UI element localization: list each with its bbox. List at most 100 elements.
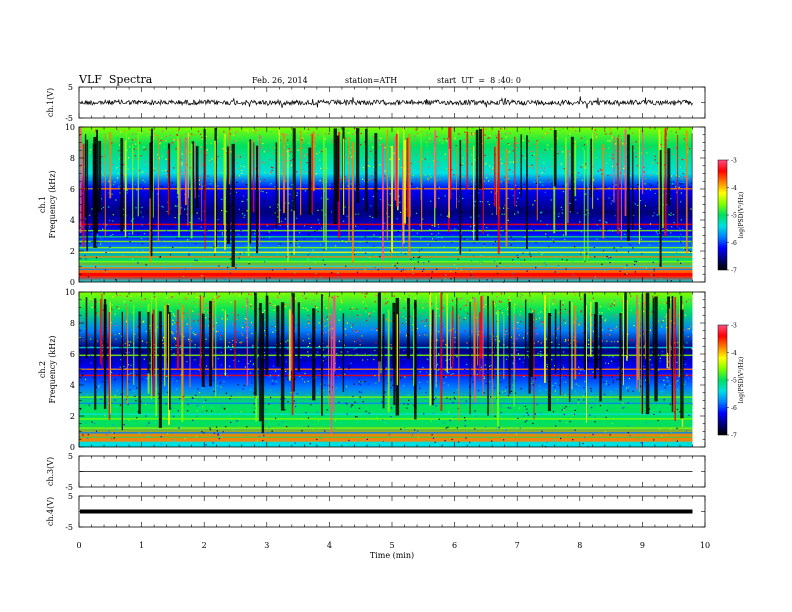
spec-speckle xyxy=(562,151,564,153)
spec-speckle xyxy=(493,335,495,337)
spec-speckle xyxy=(101,278,103,281)
spec-speckle xyxy=(264,214,266,216)
spec-speckle xyxy=(495,172,497,174)
spec-speckle xyxy=(332,141,334,143)
spec-speckle xyxy=(224,279,226,281)
spec-speckle xyxy=(483,180,485,182)
spec-speckle xyxy=(479,201,481,203)
spec-speckle xyxy=(313,292,316,294)
spec-speckle xyxy=(606,334,608,336)
spec-speckle xyxy=(399,234,401,236)
spec-speckle xyxy=(135,158,137,160)
spec-speckle xyxy=(455,144,457,147)
spec-speckle xyxy=(304,381,306,383)
spec-speckle xyxy=(605,229,608,231)
spec-speckle xyxy=(356,416,358,418)
spec-speckle xyxy=(168,292,170,295)
spec-speckle xyxy=(96,312,98,314)
spec-speckle xyxy=(512,150,514,152)
spec-speckle xyxy=(470,375,472,377)
spec-speckle xyxy=(349,366,351,368)
spec-speckle xyxy=(206,366,208,368)
spec-speckle xyxy=(600,169,603,171)
spec-speckle xyxy=(504,390,506,392)
spec-speckle xyxy=(356,314,359,316)
spec-speckle xyxy=(191,397,193,399)
spec-speckle xyxy=(243,216,245,218)
spec-speckle xyxy=(122,208,124,210)
spec-speckle xyxy=(605,383,607,385)
spec-speckle xyxy=(179,437,181,439)
spec-streak xyxy=(195,146,199,209)
spec-speckle xyxy=(176,131,178,133)
spec-speckle xyxy=(548,245,550,248)
spec-speckle xyxy=(175,338,177,340)
spec-speckle xyxy=(655,231,657,233)
spec-speckle xyxy=(362,359,364,361)
spec-speckle xyxy=(685,301,688,303)
spec-streak xyxy=(452,306,454,368)
spec-speckle xyxy=(504,269,506,271)
spec-streak xyxy=(125,129,127,191)
spec-speckle xyxy=(660,143,662,146)
spec-speckle xyxy=(335,226,337,228)
spec-speckle xyxy=(205,358,207,360)
spec-speckle xyxy=(286,134,288,136)
spec-speckle xyxy=(605,362,607,364)
spec-speckle xyxy=(679,411,681,413)
spec-speckle xyxy=(542,322,544,324)
spec-speckle xyxy=(381,300,383,302)
spec-speckle xyxy=(247,326,249,329)
spec-speckle xyxy=(510,244,512,246)
spec-speckle xyxy=(166,297,168,299)
spec-speckle xyxy=(274,249,276,251)
spec-speckle xyxy=(362,401,364,403)
spec-blank xyxy=(692,292,705,447)
spec-speckle xyxy=(645,188,647,190)
spec-speckle xyxy=(493,357,495,359)
spec-speckle xyxy=(644,298,646,300)
spec-speckle xyxy=(117,154,119,156)
spec-speckle xyxy=(172,377,174,379)
spec-speckle xyxy=(438,353,440,355)
spec-speckle xyxy=(651,222,653,224)
spec-speckle xyxy=(512,259,514,261)
spec-speckle xyxy=(591,350,593,352)
spec-speckle xyxy=(528,166,531,168)
spec-streak xyxy=(421,147,423,232)
spec-speckle xyxy=(453,266,455,268)
spec-speckle xyxy=(452,300,454,302)
colorbar-label-1: log(PSD(V²/Hz) xyxy=(738,192,745,239)
spec-streak xyxy=(386,129,389,240)
spec-speckle xyxy=(364,141,366,143)
spec-speckle xyxy=(271,348,273,350)
spec-speckle xyxy=(162,139,164,142)
spec-speckle xyxy=(172,331,174,333)
spec-speckle xyxy=(324,320,326,322)
spec-speckle xyxy=(409,315,411,318)
spec-speckle xyxy=(420,237,422,239)
spec-speckle xyxy=(680,148,682,150)
spec-speckle xyxy=(89,214,91,216)
spec-speckle xyxy=(527,194,529,196)
spec-speckle xyxy=(507,407,509,409)
spec-speckle xyxy=(161,155,164,157)
spec-speckle xyxy=(331,272,333,274)
spec-speckle xyxy=(606,222,608,224)
spec-speckle xyxy=(346,403,348,405)
spec-speckle xyxy=(201,431,203,433)
spec-speckle xyxy=(106,135,108,137)
spec-speckle xyxy=(179,345,182,347)
spec-speckle xyxy=(551,148,553,150)
spec-speckle xyxy=(557,153,559,155)
spec-speckle xyxy=(450,367,452,369)
spec-speckle xyxy=(622,301,624,303)
spec-speckle xyxy=(500,181,502,183)
spec-speckle xyxy=(246,129,248,131)
spec-speckle xyxy=(483,306,485,308)
spec-speckle xyxy=(348,368,350,370)
spec-streak xyxy=(108,311,111,420)
spec-speckle xyxy=(495,145,497,147)
spec-speckle xyxy=(619,270,621,272)
spec-speckle xyxy=(180,207,182,209)
